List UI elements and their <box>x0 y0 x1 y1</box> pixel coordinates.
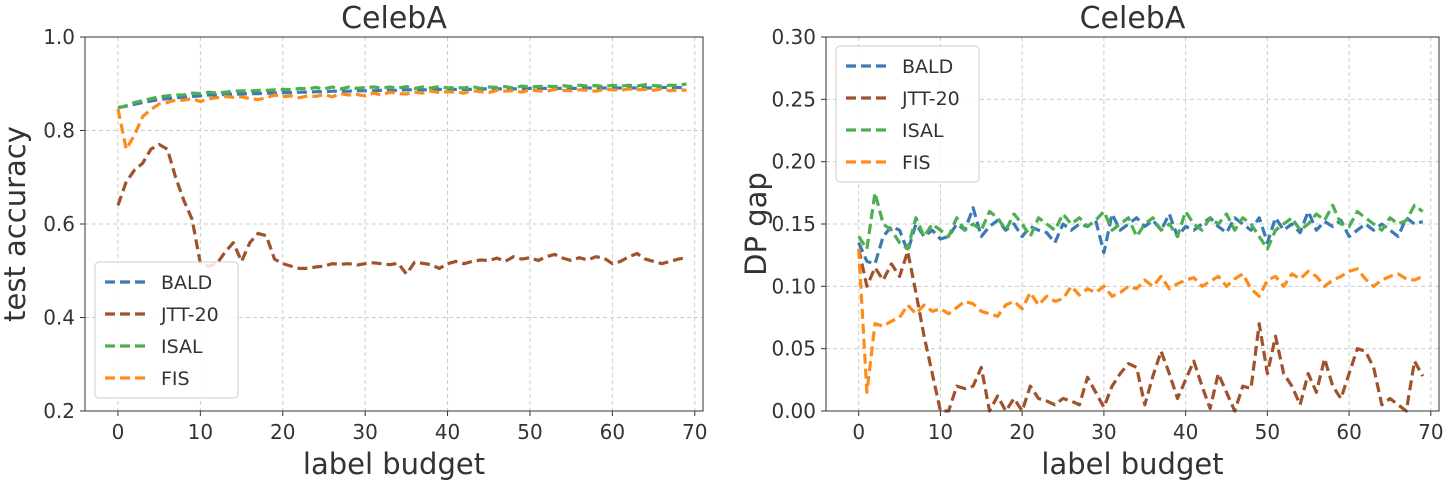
x-tick-label: 50 <box>1255 420 1280 444</box>
y-tick-label: 0.4 <box>43 306 75 330</box>
x-tick-label: 50 <box>517 420 542 444</box>
y-tick-label: 0.20 <box>771 150 816 174</box>
y-tick-label: 0.8 <box>43 119 75 143</box>
x-axis-label: label budget <box>1041 447 1223 481</box>
legend-label-bald: BALD <box>902 56 953 78</box>
legend-label-isal: ISAL <box>902 120 944 142</box>
legend-label-fis: FIS <box>161 368 190 390</box>
x-tick-label: 60 <box>600 420 625 444</box>
legend-label-jtt-20: JTT-20 <box>901 88 960 110</box>
y-tick-label: 0.6 <box>43 212 75 236</box>
x-tick-label: 70 <box>682 420 707 444</box>
legend-box <box>94 261 239 399</box>
x-tick-label: 0 <box>852 420 865 444</box>
legend-label-fis: FIS <box>902 152 931 174</box>
y-tick-label: 0.30 <box>771 25 816 49</box>
series-line-isal <box>117 82 687 110</box>
y-tick-label: 0.25 <box>771 87 816 111</box>
y-tick-label: 0.10 <box>771 274 816 298</box>
chart-title: CelebA <box>1080 1 1186 36</box>
y-axis-label: DP gap <box>739 172 773 276</box>
legend-box <box>835 45 980 183</box>
x-tick-label: 30 <box>1091 420 1116 444</box>
x-tick-label: 40 <box>435 420 460 444</box>
legend-label-isal: ISAL <box>161 336 203 358</box>
dp-gap-chart: 0 10 20 30 40 50 60 70 0.00 0.05 0.10 0.15 0.20 0.25 0… <box>739 1 1444 481</box>
legend: BALD JTT-20 ISAL FIS <box>835 45 980 183</box>
accuracy-chart: 0 10 20 30 40 50 60 70 0.2 0.4 0.6 0.8 1.0 CelebA labe… <box>0 1 707 481</box>
series-line-isal <box>857 191 1424 251</box>
series-line-jtt-20 <box>857 248 1425 413</box>
x-tick-label: 20 <box>1009 420 1034 444</box>
x-tick-label: 10 <box>928 420 953 444</box>
x-tick-label: 40 <box>1173 420 1198 444</box>
legend-label-jtt-20: JTT-20 <box>160 304 219 326</box>
series-line-bald <box>117 85 687 110</box>
series-line-jtt-20 <box>116 142 687 276</box>
chart-title: CelebA <box>341 1 447 36</box>
legend-label-bald: BALD <box>161 272 212 294</box>
x-tick-label: 20 <box>270 420 295 444</box>
y-tick-label: 1.0 <box>43 25 75 49</box>
series-line-fis <box>116 87 687 151</box>
series-line-bald <box>857 206 1424 266</box>
y-tick-label: 0.2 <box>43 399 75 423</box>
legend: BALD JTT-20 ISAL FIS <box>94 261 239 399</box>
x-tick-label: 30 <box>352 420 377 444</box>
x-tick-label: 70 <box>1418 420 1443 444</box>
x-tick-label: 0 <box>112 420 125 444</box>
x-tick-label: 60 <box>1336 420 1361 444</box>
series-line-fis <box>857 248 1424 394</box>
x-axis-label: label budget <box>303 447 485 481</box>
y-axis-label: test accuracy <box>0 126 32 322</box>
x-tick-label: 10 <box>188 420 213 444</box>
y-tick-label: 0.05 <box>771 337 816 361</box>
y-tick-label: 0.15 <box>771 212 816 236</box>
y-tick-label: 0.00 <box>771 399 816 423</box>
